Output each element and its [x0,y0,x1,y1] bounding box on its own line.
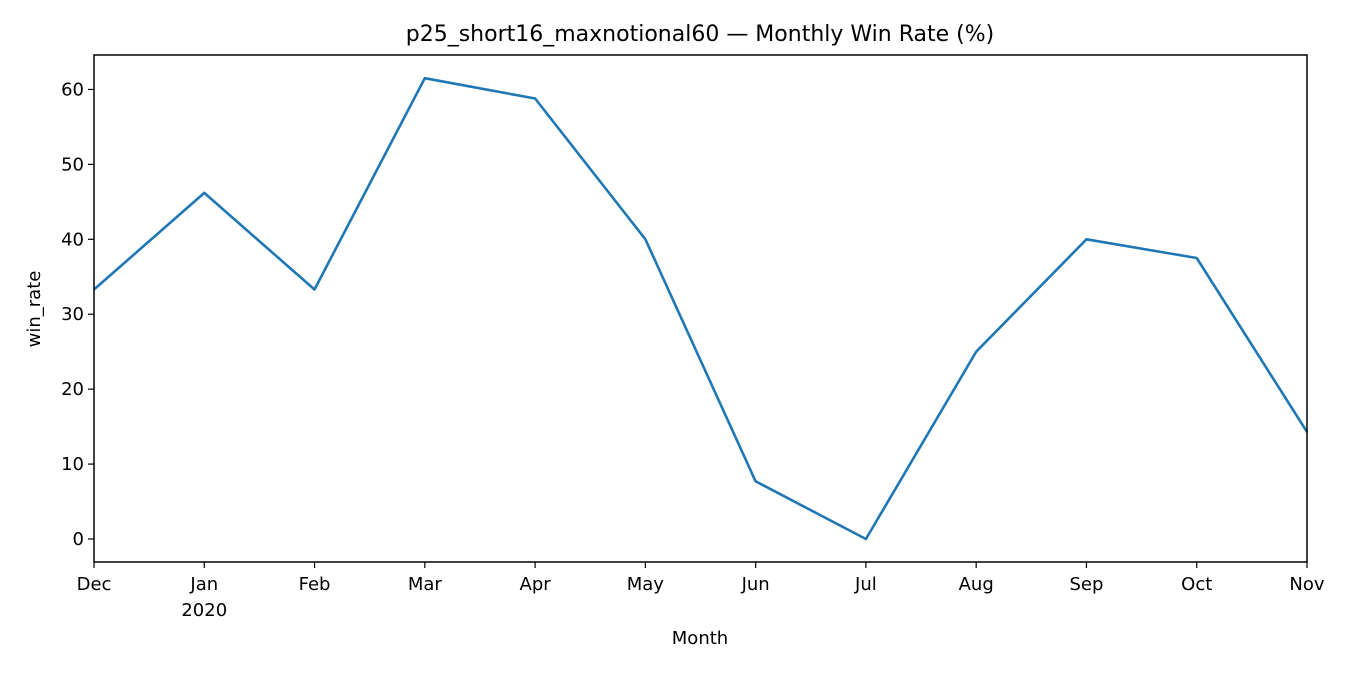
plot-frame [93,54,1308,563]
series-layer [93,76,1309,541]
y-tick-label: 40 [61,229,84,250]
x-tick-sublabel: 2020 [181,600,227,621]
y-tick-label: 20 [61,379,84,400]
y-tick-label: 0 [73,529,84,550]
x-tick-label: Dec [77,574,112,595]
x-tick-label: Jul [854,574,877,595]
y-axis: 0 10 20 30 40 50 60 [61,79,94,550]
x-tick-label: Aug [959,574,994,595]
x-tick-label: May [627,574,665,595]
y-tick-label: 10 [61,454,84,475]
x-tick-label: Sep [1069,574,1103,595]
x-tick-label: Jan [189,574,218,595]
x-tick-label: Nov [1289,574,1324,595]
x-axis-title: Month [672,628,728,649]
plot-area [94,55,1307,562]
x-tick-label: Mar [408,574,443,595]
y-axis-title: win_rate [24,271,45,348]
x-tick-label: Apr [520,574,552,595]
y-tick-label: 30 [61,304,84,325]
x-tick-label: Jun [741,574,770,595]
y-tick-label: 60 [61,79,84,100]
x-tick-label: Oct [1181,574,1212,595]
chart-title: p25_short16_maxnotional60 — Monthly Win … [406,22,994,47]
x-axis: Dec Jan 2020 Feb Mar Apr May Jun Jul Aug Sep Oct Nov [77,562,1325,621]
y-tick-label: 50 [61,154,84,175]
x-tick-label: Feb [299,574,331,595]
series-line [93,76,1309,541]
